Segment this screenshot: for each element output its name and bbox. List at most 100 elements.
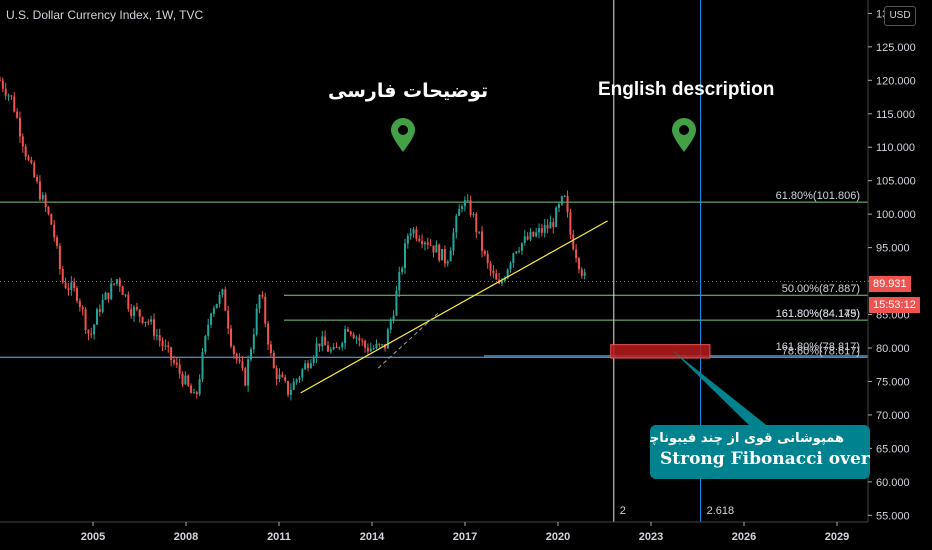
candle-body xyxy=(309,363,312,369)
candle-body xyxy=(432,245,435,253)
english-description-label: English description xyxy=(598,79,775,100)
candle-body xyxy=(56,237,59,246)
vertical-line-label-2: 2 xyxy=(620,505,626,517)
candle-body xyxy=(449,250,452,262)
price-axis[interactable]: 55.00060.00065.00070.00075.00080.00085.0… xyxy=(867,0,932,550)
candle-body xyxy=(489,263,492,271)
candle-body xyxy=(529,231,532,240)
candle-body xyxy=(289,389,292,395)
candle-body xyxy=(492,270,495,274)
candle-body xyxy=(41,195,44,200)
candle-body xyxy=(423,242,426,245)
fib-label-161-8: 161.80%(84.145) xyxy=(776,308,860,320)
candle-body xyxy=(509,263,512,270)
candle-body xyxy=(272,352,275,368)
candle-body xyxy=(227,310,230,329)
price-tick-label: 120.000 xyxy=(876,75,916,87)
candle-body xyxy=(58,245,61,270)
candle-body xyxy=(87,329,90,334)
candle-body xyxy=(127,294,130,310)
candle-body xyxy=(36,176,39,182)
candle-body xyxy=(269,344,272,353)
candle-body xyxy=(210,313,213,325)
fibonacci-overlap-zone[interactable] xyxy=(610,344,711,359)
candle-body xyxy=(53,224,56,238)
candle-body xyxy=(478,231,481,233)
price-tick-label: 110.000 xyxy=(876,142,915,154)
candle-body xyxy=(90,333,93,335)
candle-body xyxy=(249,349,252,360)
candle-body xyxy=(532,231,535,237)
candle-body xyxy=(546,225,549,229)
candle-body xyxy=(418,238,421,241)
fibonacci-callout[interactable]: همپوشانی قوی از چند فیبوناچی Strong Fibo… xyxy=(650,425,870,479)
price-tick-label: 115.000 xyxy=(876,109,915,121)
candle-body xyxy=(580,269,583,276)
candle-body xyxy=(512,253,515,264)
candle-body xyxy=(230,328,233,347)
candle-body xyxy=(98,309,101,312)
candle-body xyxy=(252,334,255,350)
candle-body xyxy=(178,364,181,374)
candle-body xyxy=(526,236,529,240)
candle-body xyxy=(81,306,84,310)
candle-body xyxy=(483,250,486,255)
currency-button[interactable]: USD xyxy=(884,6,916,26)
dashed-projection-line[interactable] xyxy=(377,310,441,369)
candle-body xyxy=(355,337,358,339)
candle-body xyxy=(158,335,161,341)
candle-body xyxy=(113,283,116,285)
candle-body xyxy=(349,331,352,335)
candle-body xyxy=(566,195,569,213)
candle-body xyxy=(224,289,227,311)
candle-body xyxy=(549,222,552,229)
candle-body xyxy=(64,282,67,289)
candle-body xyxy=(30,159,33,163)
candle-body xyxy=(281,374,284,378)
candle-body xyxy=(264,296,267,324)
fib-label-78-6: 78.60%(78.617) xyxy=(782,345,860,357)
candle-body xyxy=(201,352,204,380)
candle-body xyxy=(452,232,455,251)
candle-body xyxy=(352,334,355,339)
time-axis[interactable]: 2005 2008 2011 2014 2017 2020 2023 2026 2029 xyxy=(0,521,868,543)
location-pin-hole xyxy=(398,125,408,135)
candle-body xyxy=(44,195,47,207)
candle-body xyxy=(24,146,27,157)
time-tick-label: 2026 xyxy=(732,531,756,543)
candle-body xyxy=(543,225,546,233)
price-tick-label: 105.000 xyxy=(876,176,916,188)
candle-body xyxy=(141,316,144,323)
candle-body xyxy=(506,269,509,279)
candle-body xyxy=(190,385,193,394)
candle-body xyxy=(438,244,441,261)
candle-body xyxy=(520,242,523,251)
candle-body xyxy=(241,361,244,369)
time-tick-label: 2023 xyxy=(639,531,663,543)
candle-body xyxy=(475,214,478,233)
fib-label-61-8-second: 61.80%(84.179) xyxy=(782,308,860,320)
support-trendline[interactable] xyxy=(300,220,608,394)
candle-body xyxy=(540,228,543,233)
candle-body xyxy=(557,204,560,208)
candle-body xyxy=(461,206,464,209)
vertical-line-label-2-618: 2.618 xyxy=(707,505,735,517)
candle-body xyxy=(207,324,210,336)
candle-body xyxy=(192,392,195,394)
candle-body xyxy=(215,303,218,309)
candle-body xyxy=(261,294,264,297)
candle-body xyxy=(212,308,215,314)
candle-body xyxy=(472,214,475,216)
candle-body xyxy=(486,254,489,264)
candle-body xyxy=(395,290,398,316)
candle-body xyxy=(301,369,304,378)
candle-body xyxy=(175,362,178,365)
callout-english-text: Strong Fibonacci overlap xyxy=(660,449,870,469)
candle-body xyxy=(218,294,221,304)
candle-body xyxy=(18,117,21,137)
candle-body xyxy=(463,200,466,207)
candle-body xyxy=(1,80,4,89)
candle-body xyxy=(412,229,415,234)
candle-body xyxy=(335,347,338,349)
